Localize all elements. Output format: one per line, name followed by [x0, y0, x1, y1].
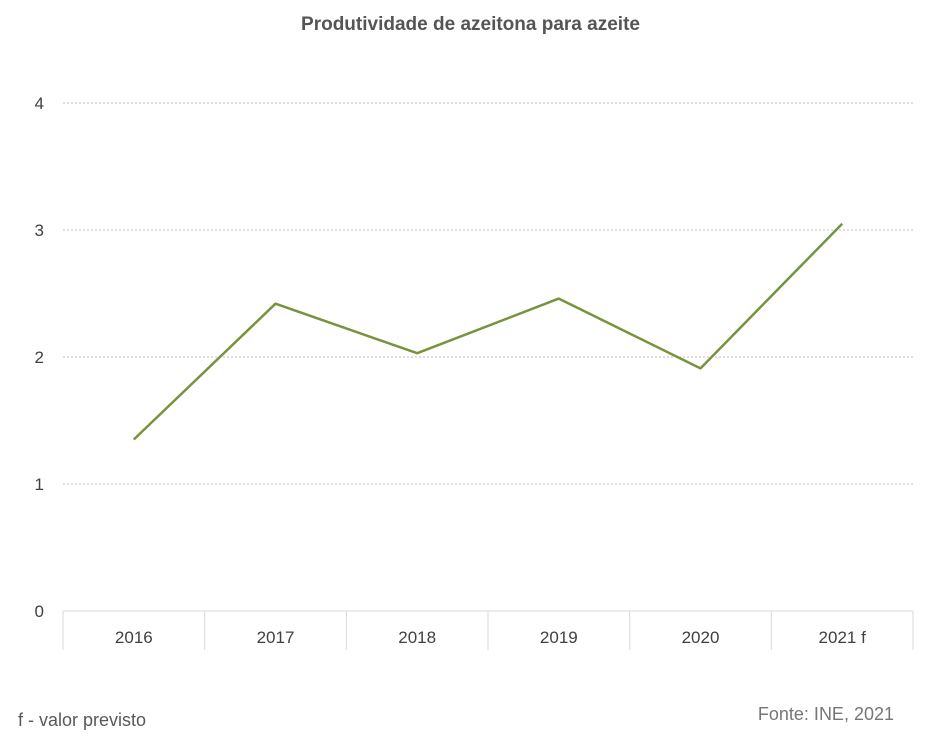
y-tick-label: 3	[35, 221, 44, 240]
source-note: Fonte: INE, 2021	[757, 704, 894, 724]
x-tick-label: 2017	[257, 628, 295, 647]
footnote: f - valor previsto	[18, 710, 147, 730]
y-tick-label: 4	[35, 94, 44, 113]
y-tick-label: 0	[35, 602, 44, 621]
x-tick-label: 2016	[115, 628, 153, 647]
y-tick-label: 1	[35, 475, 44, 494]
chart-title: Produtividade de azeitona para azeite	[301, 14, 640, 35]
x-tick-label: 2021 f	[819, 628, 867, 647]
y-tick-label: 2	[35, 348, 44, 367]
x-tick-label: 2020	[682, 628, 720, 647]
x-tick-label: 2018	[398, 628, 436, 647]
x-tick-label: 2019	[540, 628, 578, 647]
series-line	[132, 222, 844, 441]
